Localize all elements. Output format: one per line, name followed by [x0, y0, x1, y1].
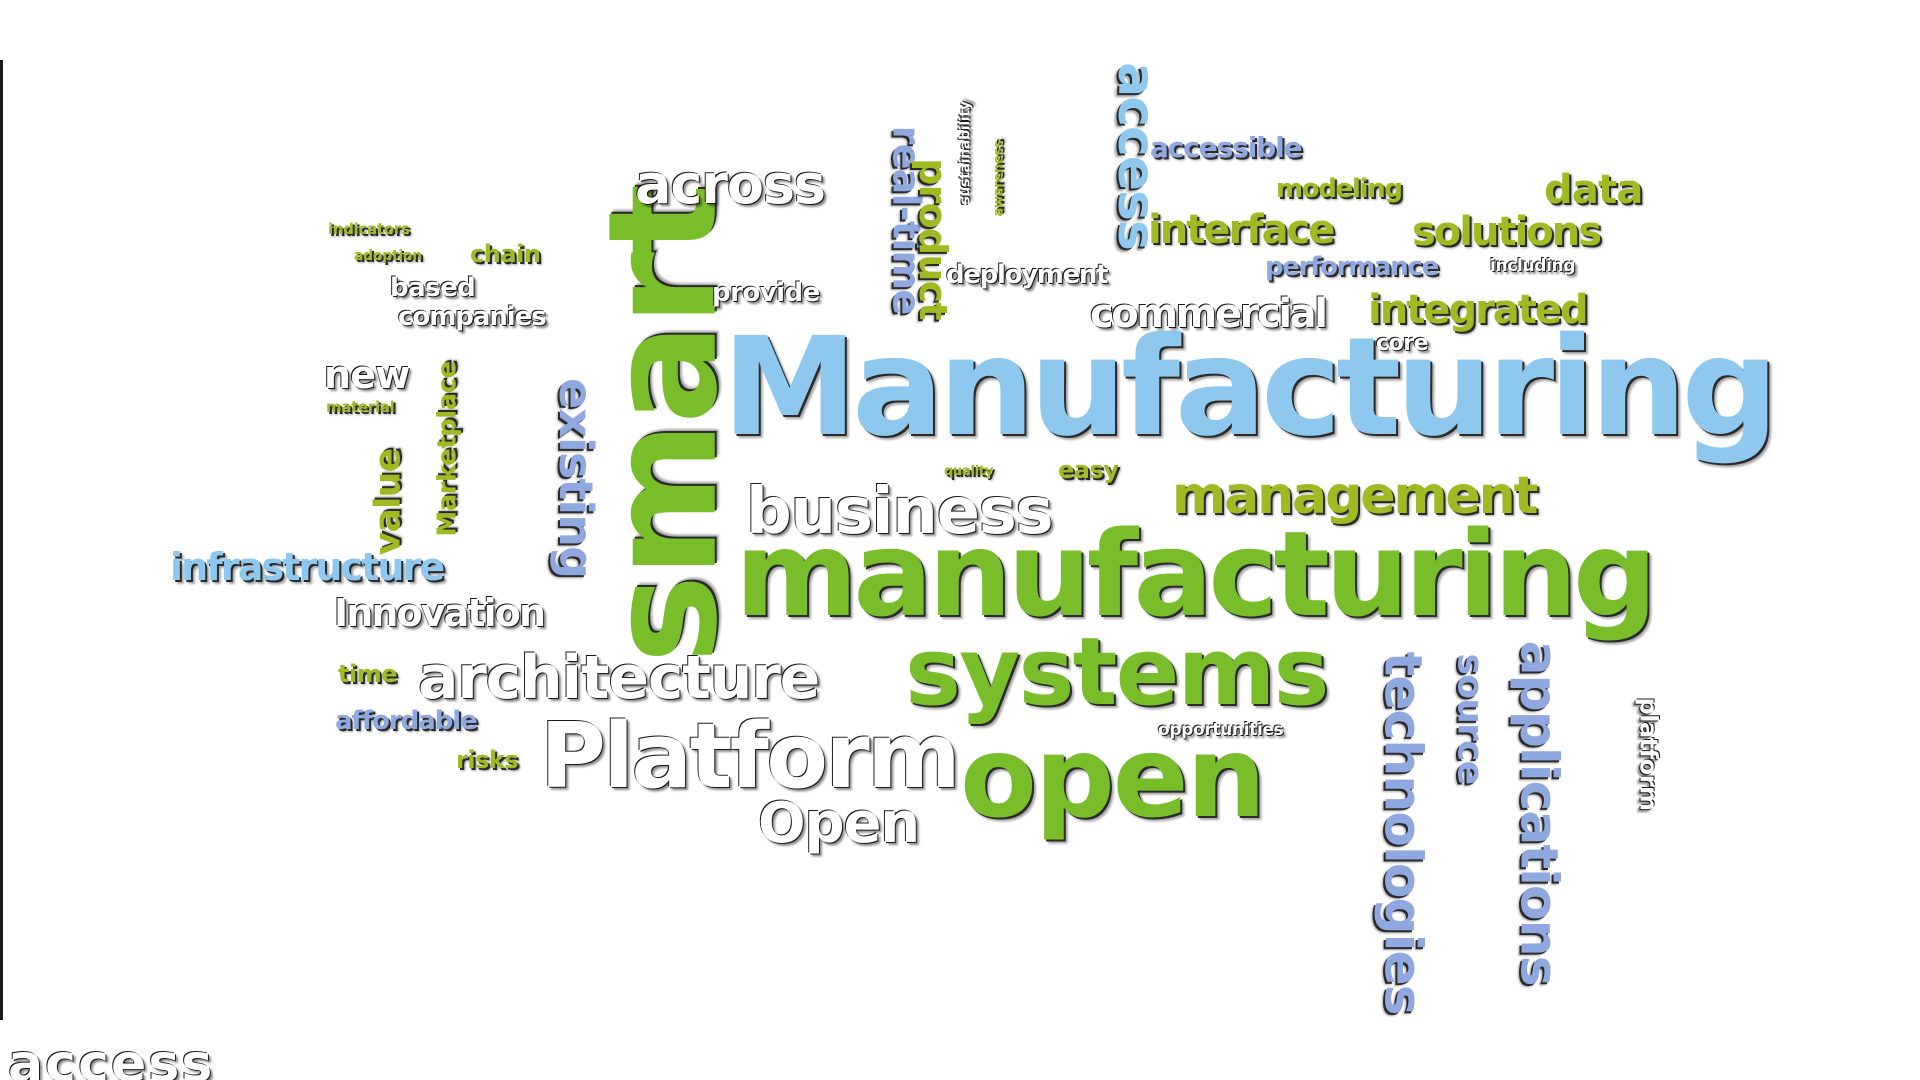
word-access-corner: access [8, 1034, 215, 1080]
word-product: product [910, 158, 955, 320]
word-interface: interface [1148, 207, 1335, 253]
word-architecture: architecture [418, 643, 820, 713]
word-smart: smart [576, 186, 751, 664]
word-across: across [635, 153, 826, 216]
word-open-capital: Open [758, 791, 920, 856]
word-performance: performance [1265, 252, 1439, 282]
word-management: management [1172, 466, 1538, 526]
word-easy: easy [1058, 456, 1119, 484]
word-opportunities: opportunities [1158, 720, 1284, 740]
word-adoption: adoption [354, 248, 422, 264]
word-integrated: integrated [1368, 287, 1589, 333]
word-innovation: Innovation [334, 591, 546, 635]
word-systems: systems [905, 618, 1329, 727]
word-sustainability: sustainability [957, 101, 974, 205]
word-including: including [1490, 256, 1576, 276]
word-value: value [367, 448, 409, 556]
word-companies: companies [398, 302, 547, 332]
word-quality: quality [944, 464, 994, 479]
word-open: open [960, 713, 1266, 843]
word-marketplace: Marketplace [432, 361, 463, 537]
word-affordable: affordable [335, 706, 478, 736]
word-solutions: solutions [1412, 209, 1602, 255]
word-material: material [326, 398, 395, 416]
word-time: time [338, 660, 398, 688]
word-business: business [746, 475, 1054, 549]
word-technologies: technologies [1372, 651, 1433, 1015]
word-indicators: indicators [328, 220, 410, 238]
word-applications: applications [1508, 640, 1569, 986]
word-chain: chain [470, 240, 541, 268]
word-commercial: commercial [1090, 291, 1328, 337]
word-infrastructure: infrastructure [170, 545, 445, 589]
word-provide: provide [712, 278, 820, 308]
word-modeling: modeling [1276, 174, 1403, 204]
word-data: data [1544, 167, 1643, 213]
word-deployment: deployment [946, 260, 1109, 290]
word-source: source [1449, 653, 1491, 785]
word-platform-small: platform [1634, 697, 1663, 811]
word-based: based [390, 273, 476, 303]
word-core: core [1376, 331, 1429, 356]
word-new: new [324, 353, 410, 397]
word-platform: Platform [540, 704, 961, 809]
word-manufacturing: manufacturing [735, 505, 1657, 643]
word-existing: existing [549, 377, 604, 579]
word-accessible: accessible [1150, 131, 1303, 164]
left-edge-line [0, 60, 3, 1020]
word-manufacturing-capital: Manufacturing [722, 309, 1779, 467]
word-awareness: awareness [991, 140, 1007, 217]
word-risks: risks [456, 746, 519, 774]
